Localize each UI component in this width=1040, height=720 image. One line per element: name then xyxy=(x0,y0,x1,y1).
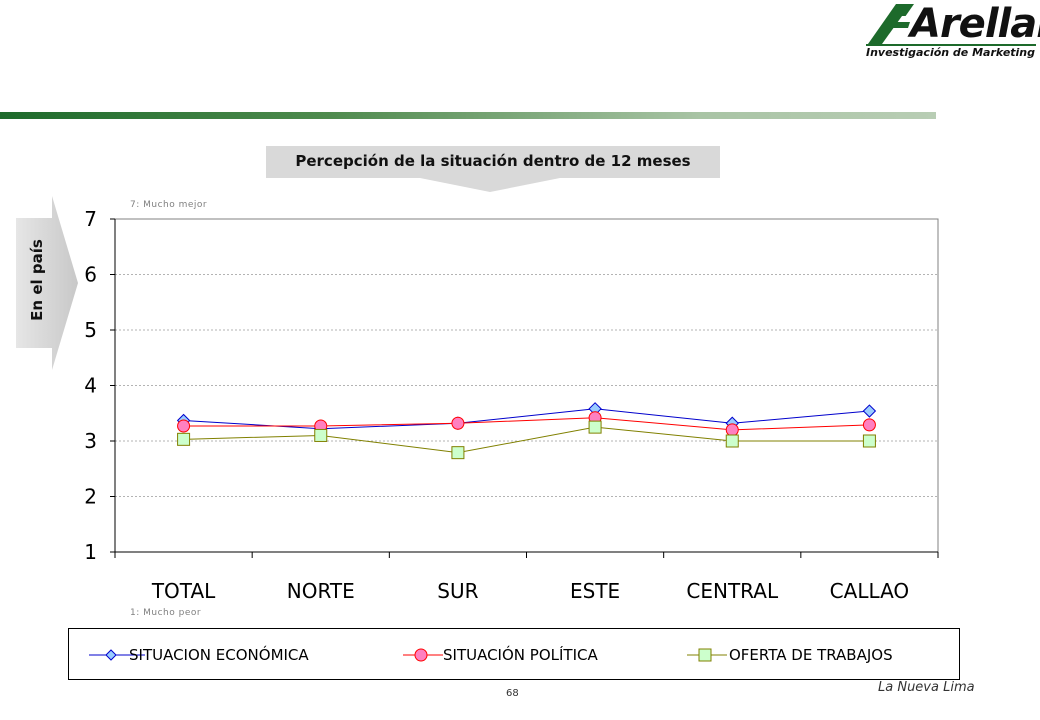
x-tick-label: SUR xyxy=(437,579,478,603)
y-tick-label: 6 xyxy=(84,263,97,287)
chart-title-box: Percepción de la situación dentro de 12 … xyxy=(266,146,720,178)
plot-area xyxy=(114,218,939,553)
data-point xyxy=(862,418,876,432)
y-tick-label: 7 xyxy=(84,207,97,231)
data-point xyxy=(451,446,465,460)
series-line-0 xyxy=(183,408,870,430)
data-point xyxy=(862,404,877,418)
data-point xyxy=(314,428,328,442)
scale-note-bottom: 1: Mucho peor xyxy=(130,608,202,618)
data-point xyxy=(451,416,465,430)
x-tick-label: CENTRAL xyxy=(686,579,779,603)
diamond-marker-icon xyxy=(89,649,145,661)
x-tick-label: NORTE xyxy=(287,579,355,603)
legend-label: OFERTA DE TRABAJOS xyxy=(729,646,893,664)
y-tick-label: 5 xyxy=(84,318,97,342)
y-tick-label: 1 xyxy=(84,540,97,564)
data-point xyxy=(177,432,191,446)
title-pointer-shape xyxy=(420,178,560,192)
line-chart: 1 2 3 4 5 6 7 TOTAL NORTE SUR ESTE CENTRAL CALLAO xyxy=(84,207,939,603)
data-point xyxy=(177,419,191,433)
square-marker-icon xyxy=(687,648,727,662)
side-label: En el país xyxy=(28,239,46,321)
y-tick-label: 2 xyxy=(84,485,97,509)
data-point xyxy=(588,420,602,434)
legend-label: SITUACION ECONÓMICA xyxy=(129,646,309,664)
x-tick-label: ESTE xyxy=(570,579,620,603)
data-point xyxy=(725,434,739,448)
chart-title: Percepción de la situación dentro de 12 … xyxy=(295,152,691,170)
x-tick-label: TOTAL xyxy=(151,579,216,603)
logo-tagline: Investigación de Marketing xyxy=(866,46,1036,59)
logo-name: Arellano xyxy=(910,1,1040,47)
brand-gradient-bar xyxy=(0,112,936,119)
arellano-logo-mark xyxy=(866,4,1036,46)
legend-label: SITUACIÓN POLÍTICA xyxy=(443,646,598,664)
side-arrow-shape xyxy=(16,196,78,370)
page-number: 68 xyxy=(506,688,519,699)
footer-caption: La Nueva Lima xyxy=(878,680,975,695)
y-tick-label: 3 xyxy=(84,429,97,453)
chart-legend: SITUACION ECONÓMICA SITUACIÓN POLÍTICA O… xyxy=(68,628,960,680)
data-point xyxy=(862,434,876,448)
circle-marker-icon xyxy=(403,648,443,662)
series-line-1 xyxy=(183,417,870,431)
series-line-2 xyxy=(183,426,870,454)
data-point xyxy=(725,423,739,437)
scale-note-top: 7: Mucho mejor xyxy=(130,200,208,210)
x-tick-label: CALLAO xyxy=(830,579,909,603)
y-tick-label: 4 xyxy=(84,374,97,398)
